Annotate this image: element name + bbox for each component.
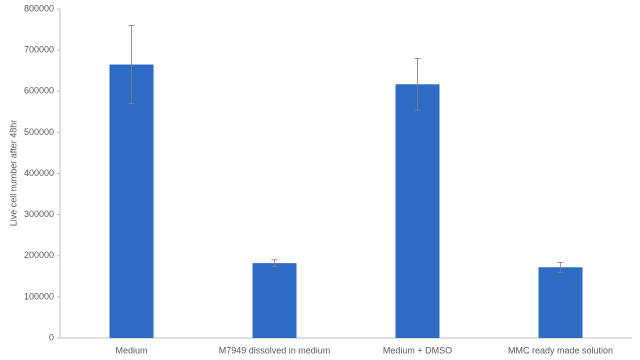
y-tick-label: 300000	[24, 209, 54, 219]
y-tick-label: 200000	[24, 250, 54, 260]
x-tick-label: MMC ready made solution	[508, 345, 613, 355]
x-tick-label: M7949 dissolved in medium	[219, 345, 331, 355]
y-tick-label: 500000	[24, 127, 54, 137]
y-axis-label: Live cell number after 48hr	[8, 120, 18, 227]
y-tick-label: 700000	[24, 45, 54, 55]
error-bar	[128, 25, 135, 104]
error-bar	[271, 259, 278, 267]
y-tick-label: 800000	[24, 3, 54, 13]
y-tick-label: 400000	[24, 168, 54, 178]
bar	[109, 64, 154, 339]
bar	[395, 84, 440, 338]
x-tick-label: Medium + DMSO	[383, 345, 452, 355]
x-tick-label: Medium	[115, 345, 147, 355]
y-tick-label: 600000	[24, 86, 54, 96]
error-bar	[414, 57, 421, 111]
bar	[538, 267, 583, 338]
y-tick-label: 0	[49, 332, 54, 342]
error-bar	[557, 261, 564, 273]
bar	[252, 263, 297, 338]
y-tick-label: 100000	[24, 291, 54, 301]
